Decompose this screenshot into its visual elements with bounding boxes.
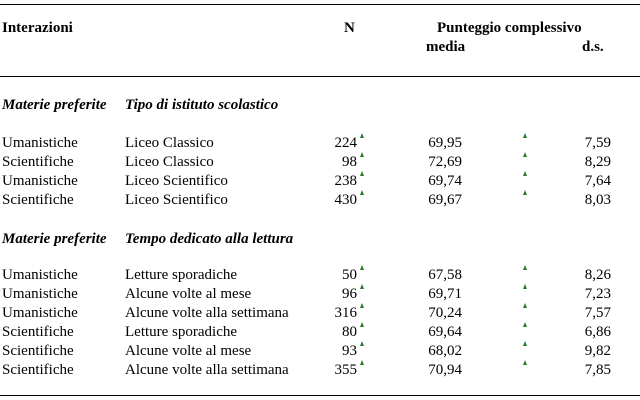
header-sd: d.s.: [582, 39, 604, 55]
cell-marker-icon: [523, 284, 527, 289]
cell-n: 238: [334, 173, 358, 189]
cell-marker-icon: [360, 133, 364, 138]
cell-n: 316: [334, 305, 358, 321]
cell-subject: Umanistiche: [2, 135, 78, 151]
cell-subject: Scientifiche: [2, 192, 74, 208]
cell-marker-icon: [523, 171, 527, 176]
cell-marker-icon: [523, 341, 527, 346]
cell-subject: Umanistiche: [2, 173, 78, 189]
cell-category: Liceo Scientifico: [125, 173, 228, 189]
cell-mean: 69,67: [428, 192, 462, 208]
cell-mean: 69,95: [428, 135, 462, 151]
cell-mean: 70,24: [428, 305, 462, 321]
cell-marker-icon: [523, 303, 527, 308]
cell-n: 98: [342, 154, 357, 170]
cell-category: Alcune volte al mese: [125, 343, 252, 359]
cell-mean: 67,58: [428, 267, 462, 283]
cell-marker-icon: [360, 322, 364, 327]
cell-marker-icon: [360, 303, 364, 308]
cell-subject: Scientifiche: [2, 154, 74, 170]
cell-marker-icon: [523, 322, 527, 327]
cell-n: 50: [342, 267, 357, 283]
cell-sd: 7,85: [584, 362, 611, 378]
cell-sd: 7,23: [584, 286, 611, 302]
cell-subject: Umanistiche: [2, 267, 78, 283]
section-label-subjects: Materie preferite: [2, 97, 107, 113]
cell-category: Liceo Classico: [125, 154, 214, 170]
cell-sd: 8,26: [584, 267, 611, 283]
cell-marker-icon: [360, 152, 364, 157]
cell-n: 96: [342, 286, 357, 302]
cell-n: 93: [342, 343, 357, 359]
cell-subject: Umanistiche: [2, 305, 78, 321]
section-label-subjects: Materie preferite: [2, 231, 107, 247]
cell-mean: 70,94: [428, 362, 462, 378]
cell-sd: 6,86: [584, 324, 611, 340]
cell-category: Liceo Classico: [125, 135, 214, 151]
cell-marker-icon: [360, 284, 364, 289]
top-rule: [0, 4, 640, 5]
cell-n: 80: [342, 324, 357, 340]
header-score: Punteggio complessivo: [437, 20, 582, 36]
cell-mean: 69,71: [428, 286, 462, 302]
cell-sd: 7,59: [584, 135, 611, 151]
cell-category: Alcune volte al mese: [125, 286, 252, 302]
cell-n: 224: [334, 135, 358, 151]
cell-n: 430: [334, 192, 358, 208]
cell-marker-icon: [523, 360, 527, 365]
cell-category: Letture sporadiche: [125, 267, 238, 283]
header-mean: media: [426, 39, 466, 55]
cell-n: 355: [334, 362, 358, 378]
cell-marker-icon: [360, 360, 364, 365]
cell-sd: 7,57: [584, 305, 611, 321]
cell-category: Alcune volte alla settimana: [125, 362, 289, 378]
cell-subject: Scientifiche: [2, 343, 74, 359]
cell-mean: 69,74: [428, 173, 462, 189]
cell-category: Liceo Scientifico: [125, 192, 228, 208]
cell-sd: 8,29: [584, 154, 611, 170]
cell-sd: 8,03: [584, 192, 611, 208]
header-rule: [0, 76, 640, 77]
cell-mean: 69,64: [428, 324, 462, 340]
section-label-factor: Tipo di istituto scolastico: [125, 97, 279, 113]
cell-marker-icon: [360, 341, 364, 346]
cell-sd: 7,64: [584, 173, 611, 189]
header-n: N: [344, 20, 355, 36]
cell-marker-icon: [360, 265, 364, 270]
cell-sd: 9,82: [584, 343, 611, 359]
cell-subject: Umanistiche: [2, 286, 78, 302]
cell-marker-icon: [523, 133, 527, 138]
cell-subject: Scientifiche: [2, 324, 74, 340]
cell-marker-icon: [360, 171, 364, 176]
cell-mean: 68,02: [428, 343, 462, 359]
cell-marker-icon: [523, 265, 527, 270]
cell-marker-icon: [360, 190, 364, 195]
cell-category: Letture sporadiche: [125, 324, 238, 340]
cell-subject: Scientifiche: [2, 362, 74, 378]
section-label-factor: Tempo dedicato alla lettura: [125, 231, 294, 247]
cell-marker-icon: [523, 190, 527, 195]
bottom-rule: [0, 395, 640, 396]
cell-mean: 72,69: [428, 154, 462, 170]
cell-category: Alcune volte alla settimana: [125, 305, 289, 321]
cell-marker-icon: [523, 152, 527, 157]
header-interactions: Interazioni: [2, 20, 73, 36]
